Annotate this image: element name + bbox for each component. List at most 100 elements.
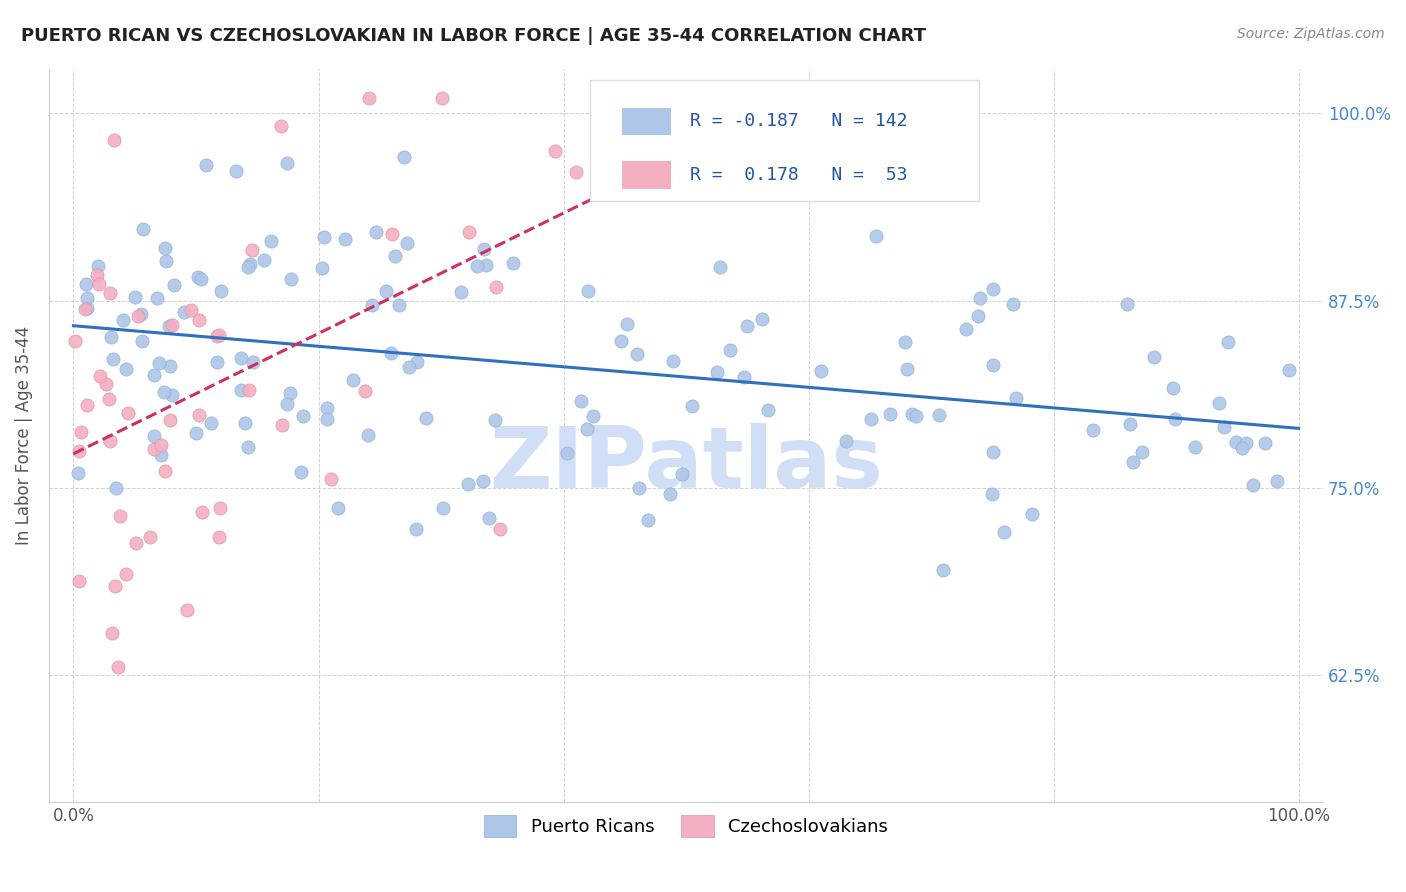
Text: ZIPatlas: ZIPatlas bbox=[489, 423, 883, 507]
Point bbox=[188, 313, 211, 327]
Point bbox=[208, 328, 231, 343]
Point bbox=[205, 329, 228, 343]
Point bbox=[87, 277, 110, 291]
Point bbox=[1004, 392, 1026, 406]
Legend: Puerto Ricans, Czechoslovakians: Puerto Ricans, Czechoslovakians bbox=[477, 808, 896, 845]
Point bbox=[981, 282, 1004, 296]
Point bbox=[756, 402, 779, 417]
FancyBboxPatch shape bbox=[591, 79, 979, 201]
Y-axis label: In Labor Force | Age 35-44: In Labor Force | Age 35-44 bbox=[15, 326, 32, 545]
Point bbox=[138, 529, 160, 543]
Point bbox=[662, 353, 685, 368]
Point bbox=[472, 474, 495, 488]
Point bbox=[1265, 475, 1288, 489]
Point bbox=[1278, 363, 1301, 377]
FancyBboxPatch shape bbox=[623, 108, 671, 136]
Point bbox=[70, 425, 93, 439]
Point bbox=[1119, 417, 1142, 431]
Point bbox=[242, 355, 264, 369]
Point bbox=[157, 319, 180, 334]
Point bbox=[627, 481, 650, 495]
Point bbox=[276, 397, 298, 411]
Point bbox=[86, 268, 108, 283]
Point bbox=[1021, 507, 1043, 521]
Point bbox=[860, 412, 883, 426]
Point bbox=[380, 346, 402, 360]
Point bbox=[176, 603, 198, 617]
Point bbox=[117, 406, 139, 420]
Point bbox=[143, 368, 166, 382]
Point bbox=[610, 334, 633, 348]
Point bbox=[637, 513, 659, 527]
Point bbox=[735, 318, 758, 333]
Point bbox=[981, 359, 1004, 373]
Point bbox=[1115, 297, 1137, 311]
Point bbox=[270, 120, 292, 134]
Point bbox=[316, 401, 339, 415]
Point bbox=[129, 307, 152, 321]
Point bbox=[76, 291, 98, 305]
Point bbox=[205, 355, 228, 369]
Point bbox=[502, 256, 524, 270]
Point bbox=[160, 318, 183, 332]
Point bbox=[155, 253, 177, 268]
Point bbox=[1254, 436, 1277, 450]
Point bbox=[1216, 334, 1239, 349]
Point bbox=[242, 243, 264, 257]
Point bbox=[180, 303, 202, 318]
Point bbox=[835, 434, 858, 448]
Point bbox=[63, 334, 86, 348]
Point bbox=[458, 225, 481, 239]
Point bbox=[415, 410, 437, 425]
Point bbox=[209, 284, 232, 298]
Point bbox=[316, 412, 339, 426]
Point bbox=[381, 227, 404, 241]
Point bbox=[208, 500, 231, 515]
Point bbox=[125, 535, 148, 549]
Point bbox=[200, 417, 222, 431]
Point bbox=[335, 231, 357, 245]
Point bbox=[186, 425, 208, 440]
Point bbox=[396, 236, 419, 251]
Point bbox=[406, 354, 429, 368]
Point bbox=[94, 376, 117, 391]
Point bbox=[1184, 440, 1206, 454]
Point bbox=[100, 329, 122, 343]
Point bbox=[115, 362, 138, 376]
Point bbox=[148, 356, 170, 370]
Point bbox=[706, 365, 728, 379]
Point bbox=[145, 291, 167, 305]
Point bbox=[238, 383, 260, 397]
Point bbox=[485, 280, 508, 294]
Point bbox=[195, 158, 218, 172]
Point bbox=[565, 164, 588, 178]
Point bbox=[969, 291, 991, 305]
Point bbox=[319, 472, 342, 486]
Point bbox=[159, 359, 181, 373]
Point bbox=[239, 257, 262, 271]
Point bbox=[328, 500, 350, 515]
Point bbox=[76, 398, 98, 412]
Point bbox=[155, 241, 177, 255]
Point bbox=[1122, 454, 1144, 468]
Point bbox=[626, 347, 648, 361]
Point bbox=[810, 364, 832, 378]
Text: R =  0.178   N =  53: R = 0.178 N = 53 bbox=[690, 166, 907, 184]
Point bbox=[894, 335, 917, 350]
Point bbox=[658, 487, 681, 501]
Point bbox=[290, 465, 312, 479]
Point bbox=[253, 253, 276, 268]
Point bbox=[124, 290, 146, 304]
Point bbox=[1234, 436, 1257, 450]
Point bbox=[103, 579, 125, 593]
Point bbox=[236, 440, 259, 454]
Point bbox=[366, 225, 388, 239]
Point bbox=[314, 230, 336, 244]
Point bbox=[342, 373, 364, 387]
Point bbox=[229, 351, 252, 366]
Point bbox=[623, 187, 645, 202]
Point bbox=[1163, 381, 1185, 395]
Point bbox=[311, 261, 333, 276]
Point bbox=[108, 509, 131, 524]
Point bbox=[354, 384, 377, 398]
